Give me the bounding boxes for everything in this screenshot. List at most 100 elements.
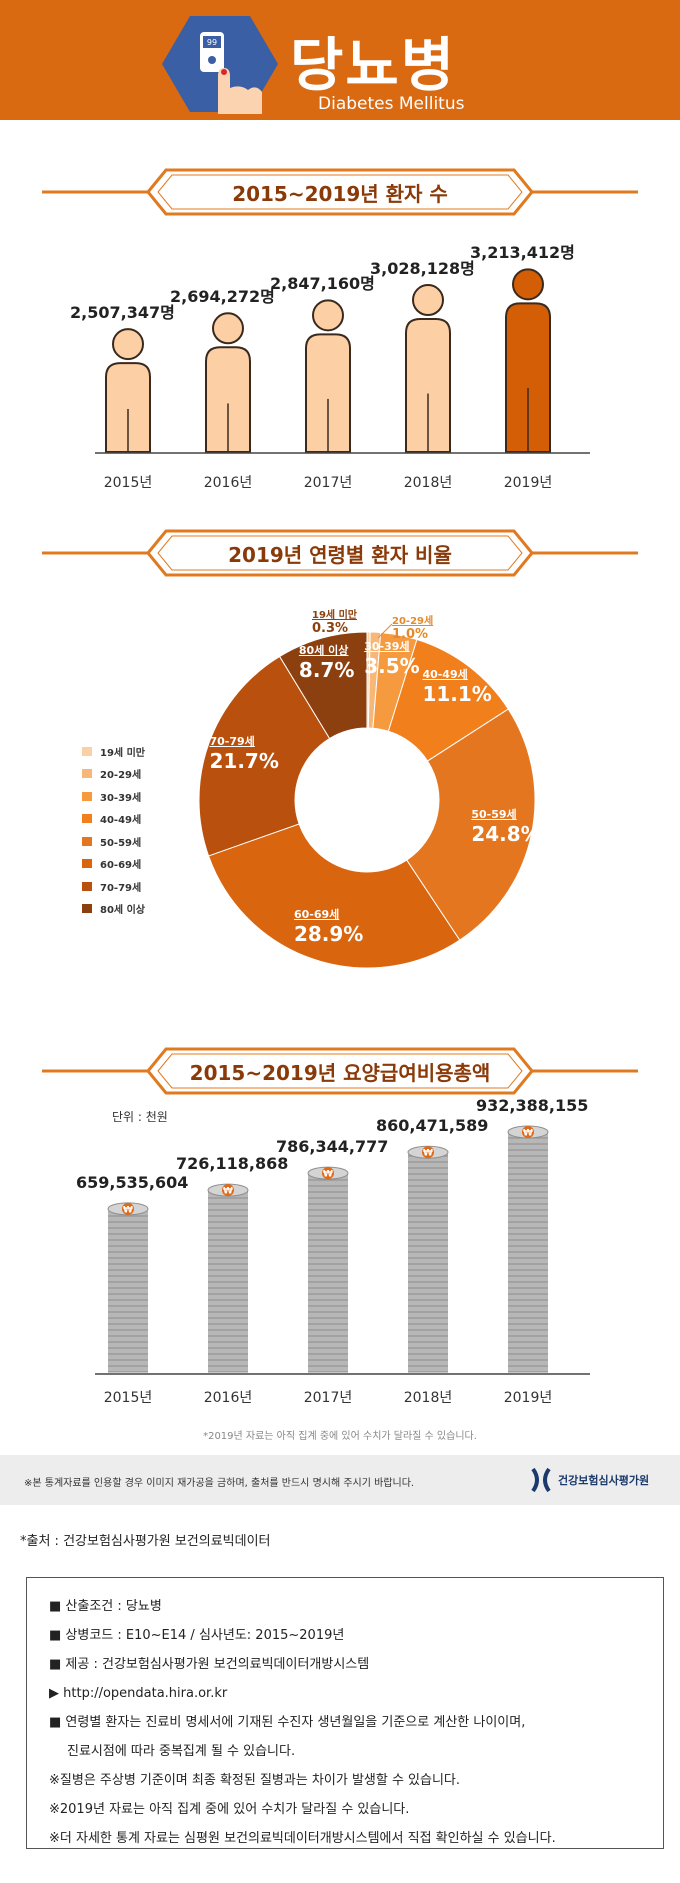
age-group-name: 30-39세	[364, 639, 410, 653]
age-group-percent: 24.8%	[471, 822, 541, 847]
legend-label: 40-49세	[100, 815, 142, 827]
cost-value-label: 860,471,589	[376, 1116, 489, 1136]
donut-label: 60-69세 28.9%	[294, 906, 363, 946]
patient-count-label: 3,028,128명	[370, 259, 475, 278]
legend-swatch	[82, 836, 92, 846]
year-label: 2015년	[103, 1390, 153, 1406]
legend-item: 30-39세	[82, 785, 145, 808]
person-bar	[205, 312, 251, 453]
patient-count-label: 2,507,347명	[70, 303, 175, 323]
ribbon-decoration	[42, 1047, 638, 1095]
age-group-percent: 11.1%	[422, 681, 492, 706]
age-legend: 19세 미만 20-29세 30-39세 40-49세 50-59세 60-69세 70-7…	[82, 740, 145, 920]
year-label: 2017년	[303, 475, 353, 491]
legend-swatch	[82, 814, 92, 824]
donut-label: 19세 미만 0.3%	[312, 606, 357, 636]
cost-value-label: 932,388,155	[476, 1095, 589, 1115]
patients-chart	[95, 268, 590, 454]
age-group-name: 50-59세	[471, 808, 517, 822]
won-symbol: ₩	[323, 1170, 333, 1180]
info-line: ■ 제공 : 건강보험심사평가원 보건의료빅데이터개방시스템	[49, 1657, 370, 1672]
page-subtitle: Diabetes Mellitus	[318, 94, 465, 114]
cost-value-label: 726,118,868	[176, 1154, 289, 1174]
age-group-percent: 28.9%	[293, 922, 364, 947]
ribbon-decoration	[42, 529, 638, 577]
section-title-text: 2019년 연령별 환자 비율	[228, 543, 452, 567]
glucose-meter-icon: 99	[162, 16, 278, 114]
person-bar	[305, 299, 351, 453]
legend-swatch	[82, 904, 92, 914]
age-group-percent: 8.7%	[298, 658, 355, 683]
donut-label: 40-49세 11.1%	[422, 666, 491, 706]
age-group-percent: 21.7%	[209, 748, 279, 773]
legend-label: 70-79세	[100, 882, 142, 894]
info-line: ※더 자세한 통계 자료는 심평원 보건의료빅데이터개방시스템에서 직접 확인하…	[49, 1831, 556, 1846]
svg-text:99: 99	[207, 38, 217, 47]
info-link[interactable]: ▶ http://opendata.hira.or.kr	[49, 1686, 228, 1701]
legend-label: 19세 미만	[100, 747, 145, 759]
hira-logo-icon	[531, 1467, 551, 1493]
patient-count-label: 2,847,160명	[270, 274, 375, 294]
legend-item: 60-69세	[82, 853, 145, 876]
year-label: 2019년	[503, 1390, 553, 1406]
cost-value-label: 659,535,604	[76, 1172, 189, 1192]
age-group-percent: 3.5%	[364, 653, 420, 678]
donut-slice	[278, 631, 368, 740]
info-line: 진료시점에 따라 중복집계 될 수 있습니다.	[67, 1744, 296, 1759]
legend-item: 70-79세	[82, 875, 145, 898]
age-group-name: 40-49세	[422, 667, 468, 681]
section-title-patients: 2015~2019년 환자 수	[0, 164, 680, 220]
info-line: ※2019년 자료는 아직 집계 중에 있어 수치가 달라질 수 있습니다.	[49, 1802, 410, 1817]
legend-item: 19세 미만	[82, 740, 145, 763]
age-group-name: 20-29세	[392, 616, 434, 627]
donut-label: 20-29세 1.0%	[392, 612, 433, 642]
donut-slice	[198, 655, 331, 857]
legend-swatch	[82, 769, 92, 779]
cost-value-label: 786,344,777	[276, 1137, 389, 1157]
legend-swatch	[82, 746, 92, 756]
year-label: 2016년	[203, 1390, 253, 1406]
won-symbol: ₩	[223, 1187, 233, 1197]
age-donut-chart	[198, 623, 536, 969]
legend-item: 20-29세	[82, 763, 145, 786]
legend-swatch	[82, 859, 92, 869]
year-label: 2015년	[103, 475, 153, 491]
coin-stack: ₩	[107, 1202, 149, 1373]
coin-stack: ₩	[407, 1145, 449, 1373]
age-group-percent: 0.3%	[312, 621, 349, 636]
donut-label: 30-39세 3.5%	[364, 638, 419, 678]
donut-label: 70-79세 21.7%	[209, 733, 278, 773]
info-line: ■ 상병코드 : E10~E14 / 심사년도: 2015~2019년	[49, 1628, 345, 1643]
legend-item: 50-59세	[82, 830, 145, 853]
coin-stack: ₩	[507, 1125, 549, 1373]
year-label: 2017년	[303, 1390, 353, 1406]
unit-label: 단위 : 천원	[112, 1110, 168, 1124]
person-bar	[405, 284, 451, 453]
legend-label: 50-59세	[100, 837, 142, 849]
source-text: *출처 : 건강보험심사평가원 보건의료빅데이터	[20, 1534, 271, 1549]
page-title: 당뇨병	[290, 31, 457, 99]
age-group-percent: 1.0%	[392, 627, 429, 642]
person-bar	[105, 328, 151, 453]
info-line: ■ 산출조건 : 당뇨병	[49, 1599, 162, 1614]
won-symbol: ₩	[123, 1205, 133, 1215]
legend-swatch	[82, 881, 92, 891]
donut-slice	[207, 823, 461, 969]
notice-bar: ※본 통계자료를 인용할 경우 이미지 재가공을 금하며, 출처를 반드시 명시…	[0, 1455, 680, 1505]
won-symbol: ₩	[523, 1128, 533, 1138]
coin-stack: ₩	[307, 1166, 349, 1373]
section-title-text: 2015~2019년 환자 수	[232, 182, 448, 206]
person-bar	[505, 268, 551, 453]
legend-label: 20-29세	[100, 770, 142, 782]
info-box: ■ 산출조건 : 당뇨병 ■ 상병코드 : E10~E14 / 심사년도: 20…	[26, 1577, 664, 1849]
org-logo: 건강보험심사평가원	[530, 1467, 649, 1493]
donut-label: 80세 이상 8.7%	[299, 642, 354, 682]
year-label: 2018년	[403, 1390, 453, 1406]
info-line: ※질병은 주상병 기준이며 최종 확정된 질병과는 차이가 발생할 수 있습니다…	[49, 1773, 461, 1788]
legend-label: 60-69세	[100, 860, 142, 872]
patient-count-label: 2,694,272명	[170, 287, 275, 307]
year-label: 2019년	[503, 475, 553, 491]
section-title-cost: 2015~2019년 요양급여비용총액	[0, 1043, 680, 1099]
patient-count-label: 3,213,412명	[470, 243, 575, 263]
header-banner: 99 당뇨병 Diabetes Mellitus	[0, 0, 680, 120]
